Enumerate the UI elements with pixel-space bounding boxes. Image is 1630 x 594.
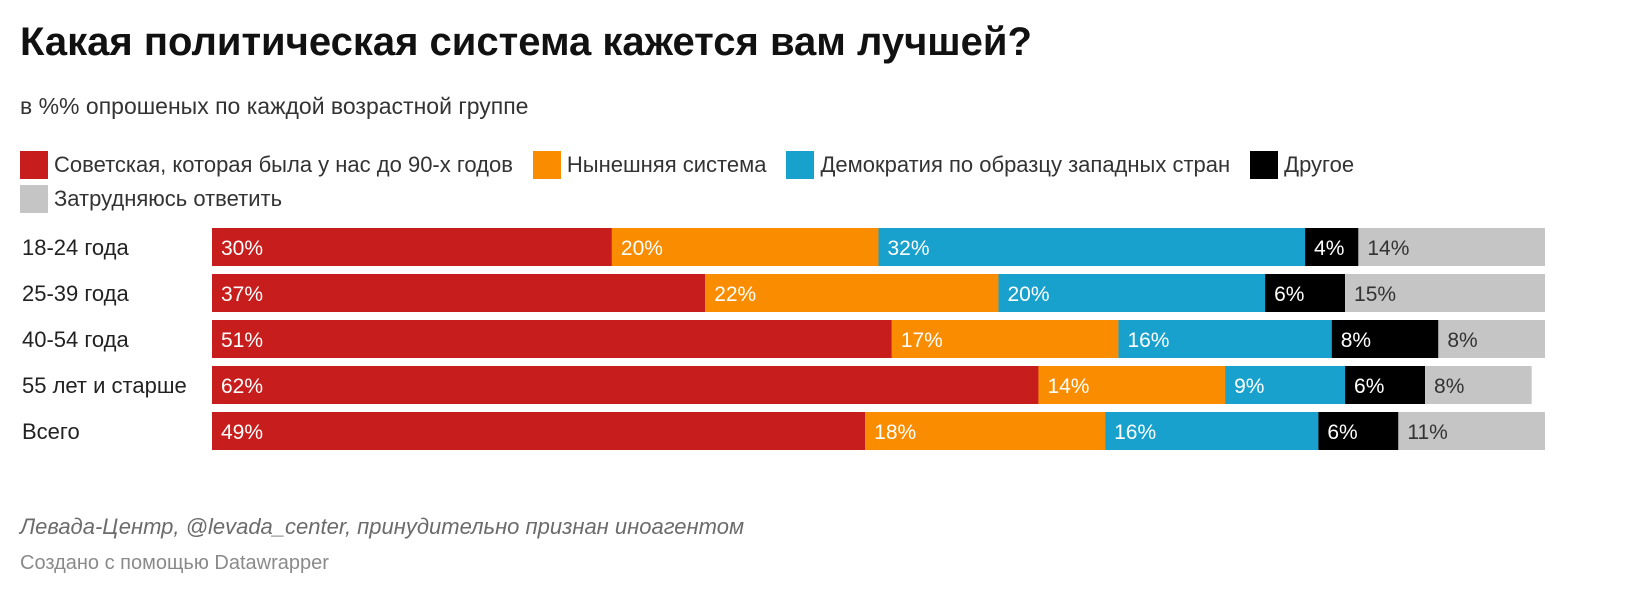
category-label: 18-24 года bbox=[22, 235, 130, 260]
bar-value-label: 9% bbox=[1234, 375, 1264, 398]
bar-value-label: 6% bbox=[1354, 375, 1384, 398]
legend-item-undecided: Затрудняюсь ответить bbox=[20, 185, 282, 213]
bar-value-label: 8% bbox=[1434, 375, 1464, 398]
legend-item-current: Нынешняя система bbox=[532, 151, 767, 179]
legend-swatch-soviet bbox=[20, 151, 48, 179]
legend: Советская, которая была у нас до 90-х го… bbox=[20, 151, 1600, 213]
bar-row: 40-54 года 51% 17% 16% 8% 8% bbox=[22, 320, 1545, 358]
bar-segment bbox=[1318, 412, 1399, 450]
category-label: Всего bbox=[22, 419, 80, 444]
bar-value-label: 14% bbox=[1047, 375, 1089, 398]
bar-value-label: 17% bbox=[901, 329, 943, 352]
legend-swatch-democracy bbox=[786, 151, 815, 179]
bar-segment bbox=[1265, 274, 1346, 312]
bar-value-label: 20% bbox=[1007, 283, 1049, 306]
bar-segment bbox=[212, 366, 1039, 404]
legend-item-soviet: Советская, которая была у нас до 90-х го… bbox=[20, 151, 513, 179]
bar-segment bbox=[878, 228, 1306, 266]
bar-segment bbox=[705, 274, 999, 312]
bar-value-label: 4% bbox=[1314, 237, 1344, 260]
credit-note: Создано с помощью Datawrapper bbox=[20, 552, 329, 574]
stacked-bar-chart: 18-24 года 30% 20% 32% 4% 14% 25-39 года 37% 22%… bbox=[22, 228, 1545, 450]
bar-segment bbox=[1358, 228, 1545, 266]
bar-value-label: 18% bbox=[874, 421, 916, 444]
legend-label-other: Другое bbox=[1284, 152, 1355, 177]
category-label: 55 лет и старше bbox=[22, 373, 187, 398]
legend-item-other: Другое bbox=[1250, 151, 1354, 179]
chart-title: Какая политическая система кажется вам л… bbox=[20, 20, 1032, 64]
bar-segment bbox=[1345, 274, 1545, 312]
bar-value-label: 16% bbox=[1127, 329, 1169, 352]
legend-label-democracy: Демократия по образцу западных стран bbox=[820, 152, 1231, 177]
legend-item-democracy: Демократия по образцу западных стран bbox=[786, 151, 1230, 179]
bar-value-label: 14% bbox=[1367, 237, 1409, 260]
chart-subtitle: в %% опрошеных по каждой возрастной груп… bbox=[20, 93, 529, 119]
legend-label-current: Нынешняя система bbox=[566, 152, 767, 177]
bar-value-label: 6% bbox=[1327, 421, 1357, 444]
bar-segment bbox=[1398, 412, 1545, 450]
bar-segment bbox=[891, 320, 1119, 358]
bar-row: 55 лет и старше 62% 14% 9% 6% 8% bbox=[22, 366, 1532, 404]
bar-segment bbox=[1225, 366, 1346, 404]
bar-value-label: 49% bbox=[221, 421, 263, 444]
bar-segment bbox=[212, 274, 706, 312]
bar-segment bbox=[1425, 366, 1532, 404]
bar-value-label: 16% bbox=[1114, 421, 1156, 444]
bar-segment bbox=[611, 228, 879, 266]
bar-value-label: 62% bbox=[221, 375, 263, 398]
category-label: 40-54 года bbox=[22, 327, 130, 352]
bar-value-label: 8% bbox=[1447, 329, 1477, 352]
bar-value-label: 15% bbox=[1354, 283, 1396, 306]
bar-row: 18-24 года 30% 20% 32% 4% 14% bbox=[22, 228, 1545, 266]
bar-segment bbox=[1038, 366, 1226, 404]
bar-value-label: 11% bbox=[1407, 421, 1447, 444]
bar-segment bbox=[1305, 228, 1359, 266]
legend-swatch-undecided bbox=[20, 185, 48, 213]
bar-segment bbox=[1331, 320, 1439, 358]
legend-swatch-current bbox=[532, 151, 561, 179]
legend-swatch-other bbox=[1250, 151, 1279, 179]
bar-value-label: 8% bbox=[1341, 329, 1371, 352]
source-note: Левада-Центр, @levada_center, принудител… bbox=[20, 514, 745, 539]
legend-label-soviet: Советская, которая была у нас до 90-х го… bbox=[54, 152, 513, 177]
bar-segment bbox=[998, 274, 1266, 312]
bar-segment bbox=[212, 228, 612, 266]
bar-row: 25-39 года 37% 22% 20% 6% 15% bbox=[22, 274, 1545, 312]
bar-value-label: 37% bbox=[221, 283, 263, 306]
bar-value-label: 32% bbox=[888, 237, 930, 260]
bar-value-label: 30% bbox=[221, 237, 263, 260]
bar-segment bbox=[212, 412, 866, 450]
bar-value-label: 22% bbox=[714, 283, 756, 306]
legend-label-undecided: Затрудняюсь ответить bbox=[54, 186, 283, 211]
bar-segment bbox=[1345, 366, 1426, 404]
bar-segment bbox=[212, 320, 892, 358]
category-label: 25-39 года bbox=[22, 281, 130, 306]
bar-row: Всего 49% 18% 16% 6% 11% bbox=[22, 412, 1545, 450]
bar-segment bbox=[1118, 320, 1332, 358]
bar-segment bbox=[865, 412, 1106, 450]
bar-value-label: 51% bbox=[221, 329, 263, 352]
bar-value-label: 6% bbox=[1274, 283, 1304, 306]
bar-segment bbox=[1105, 412, 1319, 450]
bar-value-label: 20% bbox=[621, 237, 663, 260]
bar-segment bbox=[1438, 320, 1545, 358]
